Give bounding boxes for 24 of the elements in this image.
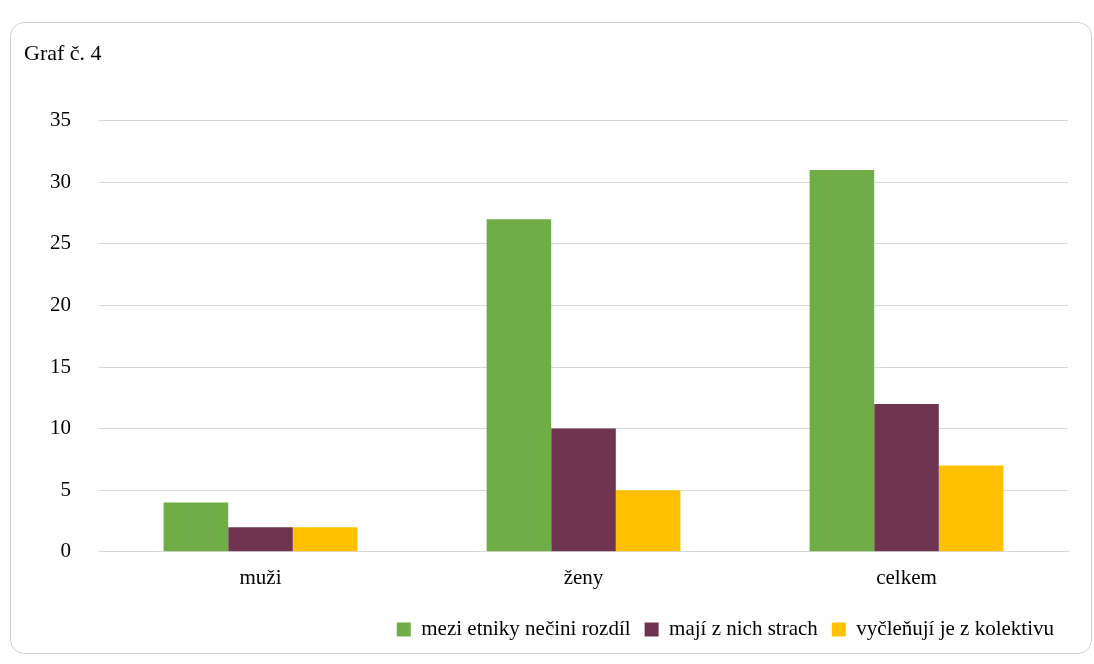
x-tick-label: celkem [876,564,937,589]
bar [615,490,681,552]
y-tick-label: 0 [60,538,71,563]
bar [874,403,939,552]
y-tick-label: 5 [60,476,71,501]
chart-title: Graf č. 4 [24,40,102,66]
x-tick-label: ženy [563,564,604,589]
y-tick-label: 25 [50,230,71,255]
y-tick-label: 20 [50,291,71,316]
legend-label: vyčleňují je z kolektivu [856,616,1055,641]
y-tick-label: 10 [50,415,71,440]
bar [551,428,616,552]
y-tick-label: 15 [50,353,71,378]
bar [809,169,875,552]
x-tick-label: muži [239,564,282,589]
bar [163,502,229,552]
bar [938,465,1004,552]
bar [228,527,293,552]
bar [486,219,552,552]
legend-label: mají z nich strach [669,616,819,641]
bar [292,527,358,552]
legend-label: mezi etniky nečini rozdíl [421,616,631,641]
y-tick-label: 30 [50,168,71,193]
y-tick-label: 35 [50,107,71,132]
